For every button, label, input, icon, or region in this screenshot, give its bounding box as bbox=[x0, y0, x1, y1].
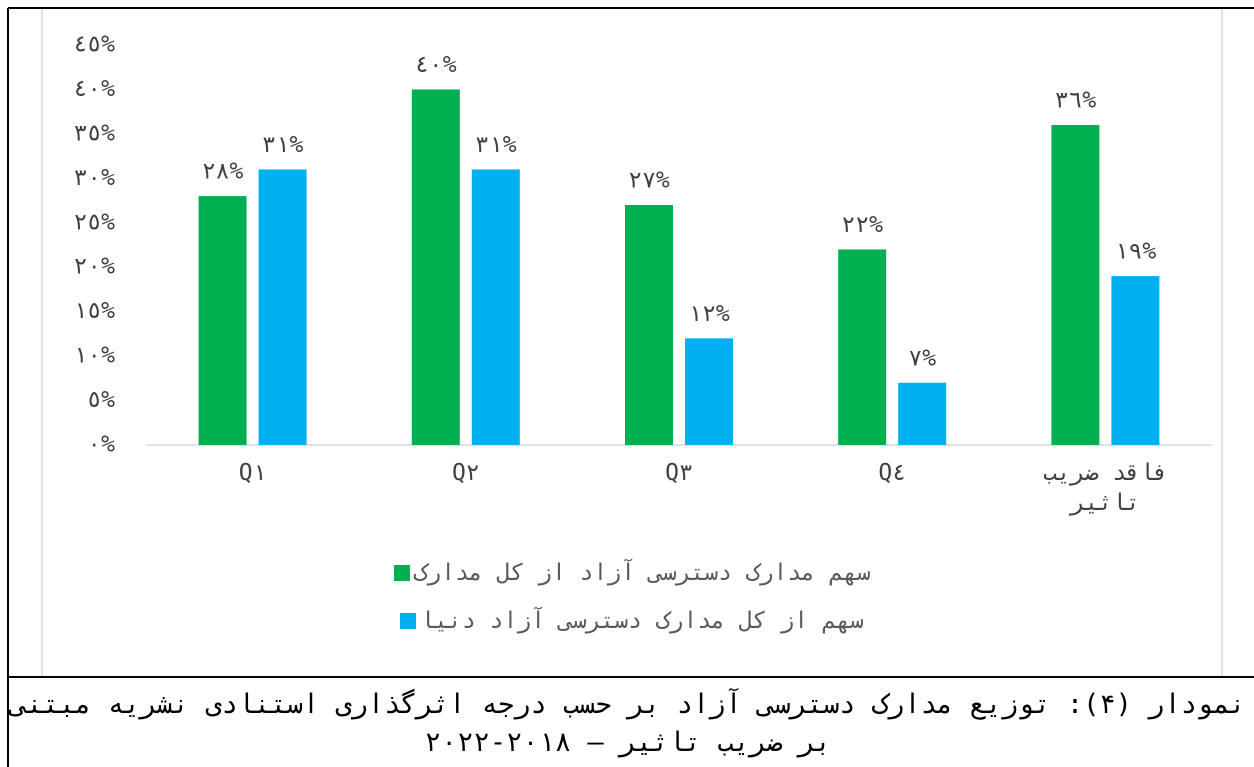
data-label: ٢٧% bbox=[628, 168, 670, 194]
data-label: ٣٦% bbox=[1055, 88, 1097, 114]
y-tick-label: ٢٠% bbox=[73, 254, 115, 280]
legend: سهم مدارک دسترسی آزاد از کل مدارک سهم از … bbox=[42, 560, 1222, 634]
y-tick-label: ٥% bbox=[87, 387, 115, 413]
legend-item: سهم مدارک دسترسی آزاد از کل مدارک bbox=[393, 560, 871, 586]
data-label: ٢٢% bbox=[841, 212, 883, 238]
y-tick-label: ٤٠% bbox=[73, 76, 115, 102]
x-tick-label: Q٤ bbox=[878, 460, 907, 486]
bar bbox=[1111, 276, 1160, 445]
data-label: ١٢% bbox=[688, 301, 730, 327]
data-label: ٣١% bbox=[475, 132, 517, 158]
y-tick-label: ٤٥% bbox=[73, 32, 115, 58]
x-tick-label: Q١ bbox=[238, 460, 267, 486]
bar bbox=[685, 338, 733, 445]
data-label: ٧% bbox=[908, 345, 936, 371]
caption: نمودار (۴): توزیع مدارک دسترسی آزاد بر ح… bbox=[10, 689, 1246, 758]
legend-swatch bbox=[393, 565, 410, 581]
bar bbox=[411, 89, 460, 445]
legend-label: سهم مدارک دسترسی آزاد از کل مدارک bbox=[413, 560, 871, 586]
y-tick-label: ٢٥% bbox=[73, 209, 115, 235]
data-label: ٣١% bbox=[262, 132, 304, 158]
bar bbox=[258, 169, 307, 445]
y-tick-label: ١٠% bbox=[73, 343, 115, 369]
data-label: ٤٠% bbox=[415, 52, 457, 78]
y-tick-label: ٠% bbox=[87, 432, 115, 458]
x-tick-label: فاقد ضریب تاثیر bbox=[1043, 460, 1168, 516]
bar bbox=[625, 205, 673, 445]
y-tick-label: ٣٠% bbox=[73, 165, 115, 191]
y-tick-label: ٣٥% bbox=[73, 120, 115, 146]
data-label: ١٩% bbox=[1115, 239, 1157, 265]
bar bbox=[471, 169, 520, 445]
bar bbox=[1051, 125, 1100, 445]
bar bbox=[838, 249, 887, 445]
bar bbox=[898, 382, 947, 445]
legend-swatch bbox=[400, 613, 417, 629]
y-tick-label: ١٥% bbox=[73, 298, 115, 324]
data-label: ٢٨% bbox=[202, 159, 244, 185]
x-tick-label: Q٢ bbox=[451, 460, 480, 486]
x-tick-label: Q٣ bbox=[665, 460, 693, 486]
legend-label: سهم از کل مدارک دسترسی آزاد دنیا bbox=[420, 608, 864, 634]
legend-item: سهم از کل مدارک دسترسی آزاد دنیا bbox=[400, 608, 864, 634]
bar bbox=[198, 196, 247, 445]
